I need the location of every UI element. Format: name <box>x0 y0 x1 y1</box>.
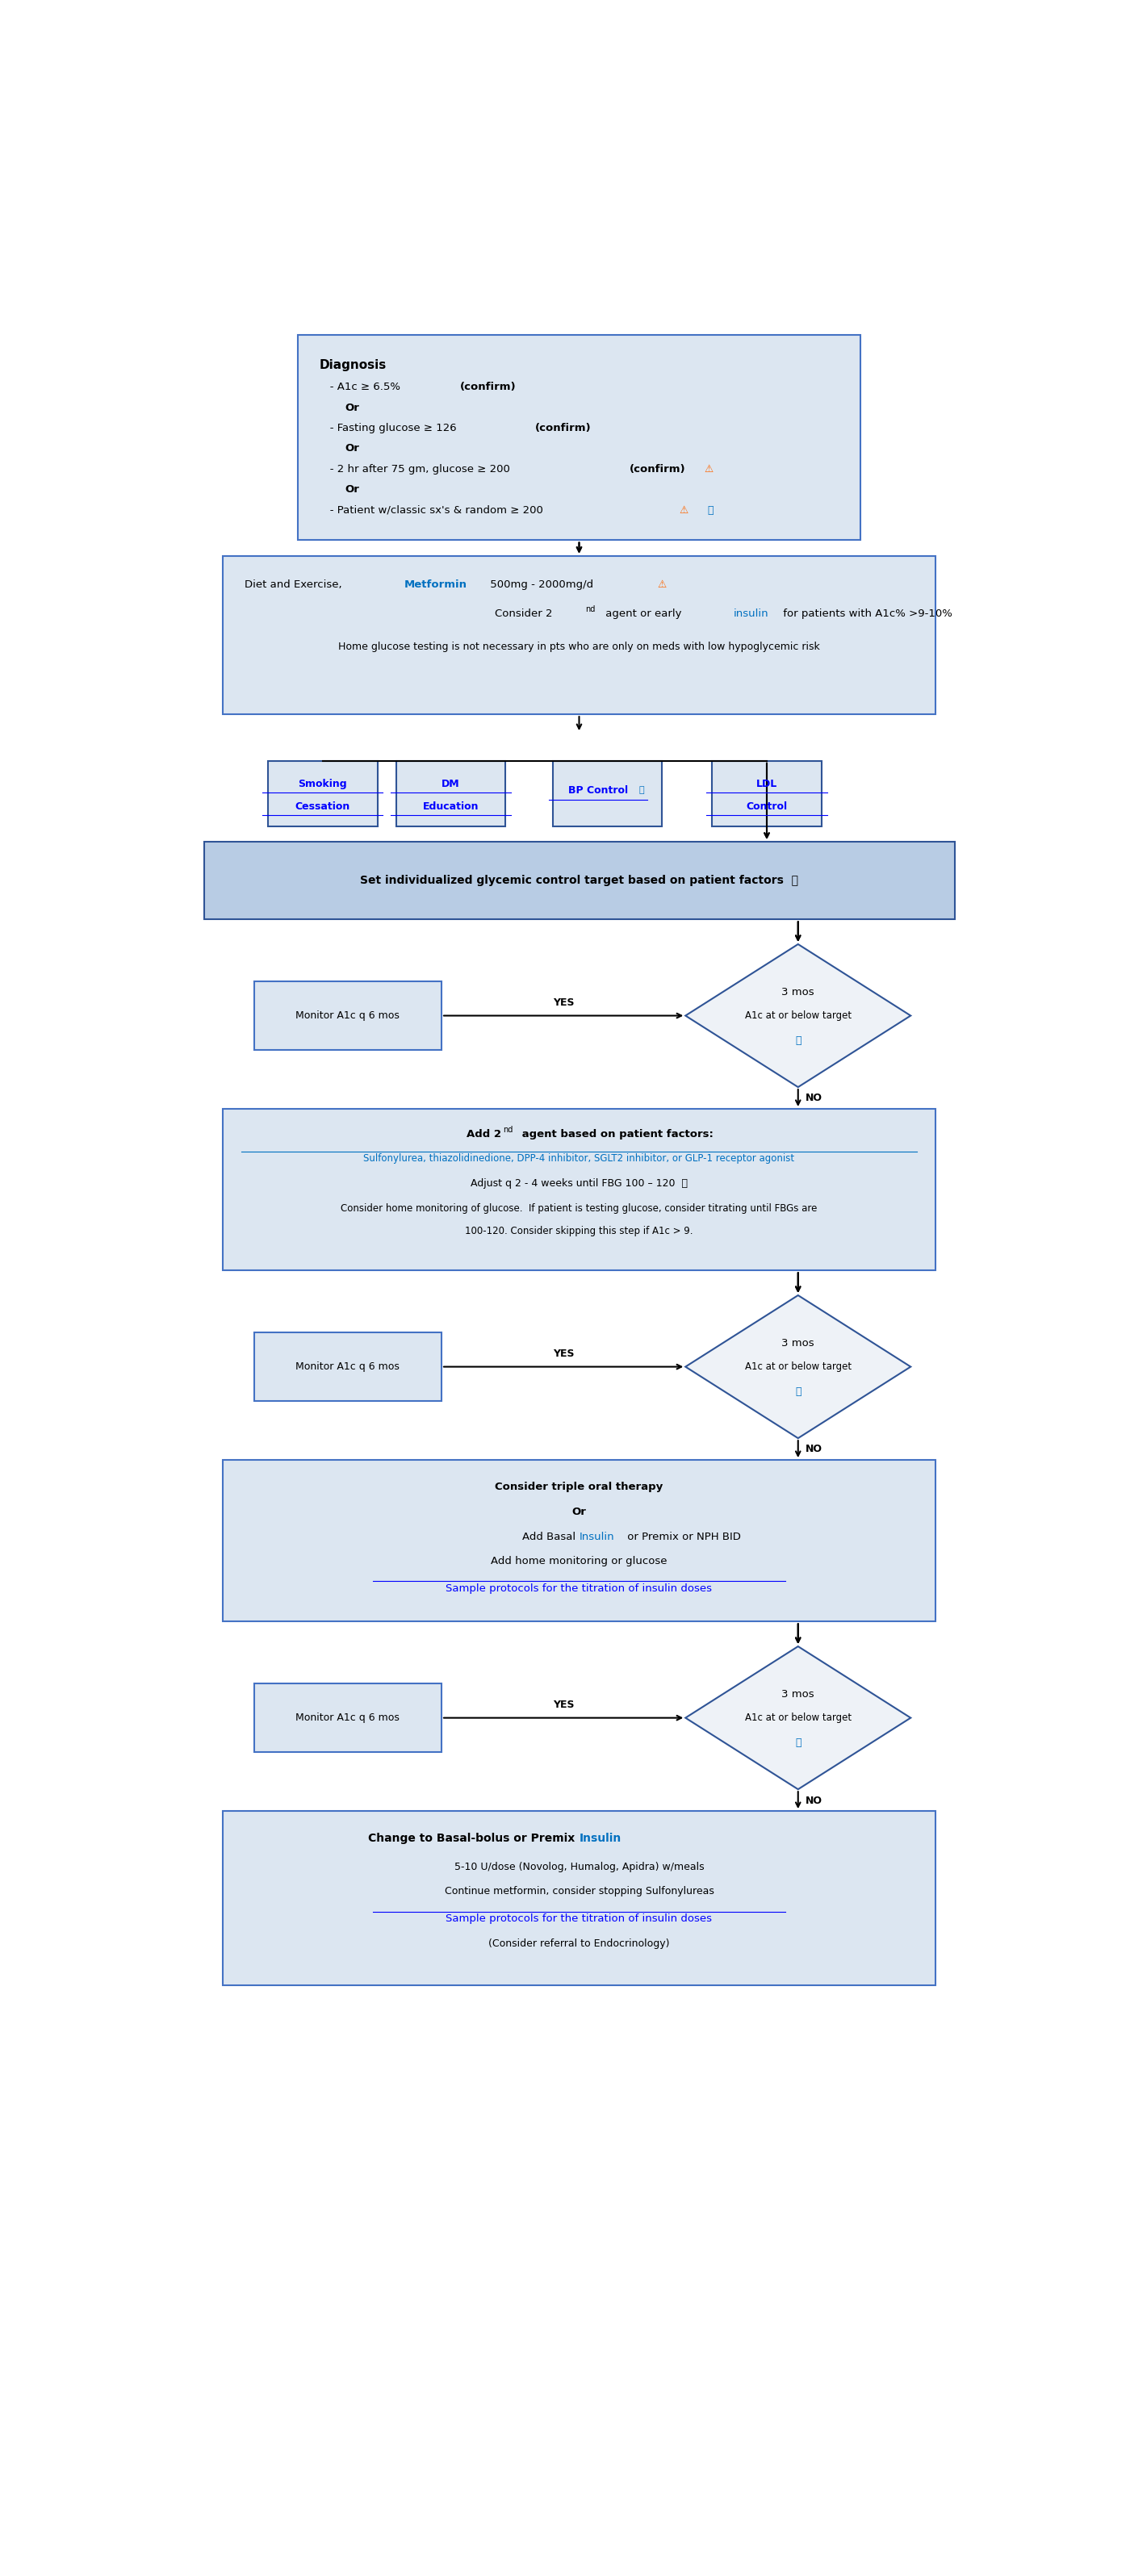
Text: ⓘ: ⓘ <box>796 1736 801 1749</box>
Text: (Consider referral to Endocrinology): (Consider referral to Endocrinology) <box>488 1940 670 1950</box>
Text: ⚠: ⚠ <box>679 505 688 515</box>
Text: Or: Or <box>345 484 359 495</box>
Text: ⓘ: ⓘ <box>707 505 713 515</box>
Text: Change to Basal-bolus or Premix: Change to Basal-bolus or Premix <box>368 1832 579 1844</box>
Text: Sample protocols for the titration of insulin doses: Sample protocols for the titration of in… <box>446 1914 712 1924</box>
Text: (confirm): (confirm) <box>536 422 591 433</box>
Text: nd: nd <box>585 605 596 613</box>
Text: Or: Or <box>345 443 359 453</box>
Text: Metformin: Metformin <box>405 580 467 590</box>
Text: ⚠: ⚠ <box>658 580 667 590</box>
FancyBboxPatch shape <box>712 760 822 827</box>
Text: 5-10 U/dose (Novolog, Humalog, Apidra) w/meals: 5-10 U/dose (Novolog, Humalog, Apidra) w… <box>454 1862 704 1873</box>
Polygon shape <box>686 1646 911 1790</box>
Text: (confirm): (confirm) <box>629 464 686 474</box>
Text: NO: NO <box>806 1092 823 1103</box>
Text: Education: Education <box>423 801 479 811</box>
FancyBboxPatch shape <box>254 981 442 1051</box>
Text: 3 mos: 3 mos <box>782 1337 815 1347</box>
Text: Monitor A1c q 6 mos: Monitor A1c q 6 mos <box>296 1713 400 1723</box>
Text: Smoking: Smoking <box>298 778 347 788</box>
Text: Consider 2: Consider 2 <box>495 608 553 618</box>
Text: YES: YES <box>553 1350 574 1360</box>
Text: Continue metformin, consider stopping Sulfonylureas: Continue metformin, consider stopping Su… <box>444 1886 714 1896</box>
Text: LDL: LDL <box>756 778 777 788</box>
Text: Insulin: Insulin <box>579 1832 622 1844</box>
Text: Consider triple oral therapy: Consider triple oral therapy <box>495 1481 663 1492</box>
Text: agent based on patient factors:: agent based on patient factors: <box>519 1128 714 1139</box>
Text: - Fasting glucose ≥ 126: - Fasting glucose ≥ 126 <box>320 422 463 433</box>
Polygon shape <box>686 945 911 1087</box>
Text: 3 mos: 3 mos <box>782 1690 815 1700</box>
FancyBboxPatch shape <box>223 1108 936 1270</box>
Text: YES: YES <box>553 1700 574 1710</box>
FancyBboxPatch shape <box>254 1332 442 1401</box>
Text: DM: DM <box>442 778 460 788</box>
Text: BP Control: BP Control <box>568 786 628 796</box>
Text: NO: NO <box>806 1445 823 1455</box>
Text: Control: Control <box>746 801 788 811</box>
Text: A1c at or below target: A1c at or below target <box>745 1713 851 1723</box>
Text: ⓘ: ⓘ <box>796 1386 801 1396</box>
Text: for patients with A1c% >9-10%: for patients with A1c% >9-10% <box>780 608 951 618</box>
Polygon shape <box>686 1296 911 1437</box>
Text: Home glucose testing is not necessary in pts who are only on meds with low hypog: Home glucose testing is not necessary in… <box>338 641 820 652</box>
Text: Consider home monitoring of glucose.  If patient is testing glucose, consider ti: Consider home monitoring of glucose. If … <box>341 1203 817 1213</box>
Text: Add home monitoring or glucose: Add home monitoring or glucose <box>490 1556 668 1566</box>
Text: NO: NO <box>806 1795 823 1806</box>
FancyBboxPatch shape <box>553 760 662 827</box>
Text: Add 2: Add 2 <box>467 1128 502 1139</box>
Text: 3 mos: 3 mos <box>782 987 815 997</box>
Text: Or: Or <box>572 1507 586 1517</box>
FancyBboxPatch shape <box>268 760 377 827</box>
Text: - 2 hr after 75 gm, glucose ≥ 200: - 2 hr after 75 gm, glucose ≥ 200 <box>320 464 516 474</box>
Text: - Patient w/classic sx's & random ≥ 200: - Patient w/classic sx's & random ≥ 200 <box>320 505 550 515</box>
Text: agent or early: agent or early <box>602 608 685 618</box>
Text: ⓘ: ⓘ <box>638 786 644 793</box>
FancyBboxPatch shape <box>297 335 861 541</box>
Text: A1c at or below target: A1c at or below target <box>745 1363 851 1373</box>
Text: (confirm): (confirm) <box>460 381 516 392</box>
Text: insulin: insulin <box>733 608 768 618</box>
Text: ⓘ: ⓘ <box>796 1036 801 1046</box>
Text: nd: nd <box>503 1126 513 1133</box>
Text: Diagnosis: Diagnosis <box>320 358 386 371</box>
FancyBboxPatch shape <box>223 1811 936 1986</box>
FancyBboxPatch shape <box>397 760 505 827</box>
FancyBboxPatch shape <box>254 1685 442 1752</box>
Text: Diet and Exercise,: Diet and Exercise, <box>244 580 346 590</box>
Text: Monitor A1c q 6 mos: Monitor A1c q 6 mos <box>296 1363 400 1373</box>
Text: Set individualized glycemic control target based on patient factors  ⓘ: Set individualized glycemic control targ… <box>360 876 798 886</box>
Text: Adjust q 2 - 4 weeks until FBG 100 – 120  ⓘ: Adjust q 2 - 4 weeks until FBG 100 – 120… <box>470 1177 688 1190</box>
Text: Sample protocols for the titration of insulin doses: Sample protocols for the titration of in… <box>446 1584 712 1595</box>
Text: - A1c ≥ 6.5%: - A1c ≥ 6.5% <box>320 381 407 392</box>
Text: A1c at or below target: A1c at or below target <box>745 1010 851 1020</box>
Text: Cessation: Cessation <box>295 801 350 811</box>
Text: Or: Or <box>345 402 359 412</box>
Text: 500mg - 2000mg/d: 500mg - 2000mg/d <box>487 580 600 590</box>
Text: Insulin: Insulin <box>579 1530 615 1543</box>
Text: Sulfonylurea, thiazolidinedione, DPP-4 inhibitor, SGLT2 inhibitor, or GLP-1 rece: Sulfonylurea, thiazolidinedione, DPP-4 i… <box>364 1154 794 1164</box>
FancyBboxPatch shape <box>203 842 955 920</box>
FancyBboxPatch shape <box>223 1461 936 1620</box>
Text: or Premix or NPH BID: or Premix or NPH BID <box>624 1530 741 1543</box>
Text: YES: YES <box>553 997 574 1007</box>
Text: Add Basal: Add Basal <box>522 1530 579 1543</box>
FancyBboxPatch shape <box>223 556 936 714</box>
Text: Monitor A1c q 6 mos: Monitor A1c q 6 mos <box>296 1010 400 1020</box>
Text: ⚠: ⚠ <box>701 464 713 474</box>
Text: 100-120. Consider skipping this step if A1c > 9.: 100-120. Consider skipping this step if … <box>466 1226 693 1236</box>
